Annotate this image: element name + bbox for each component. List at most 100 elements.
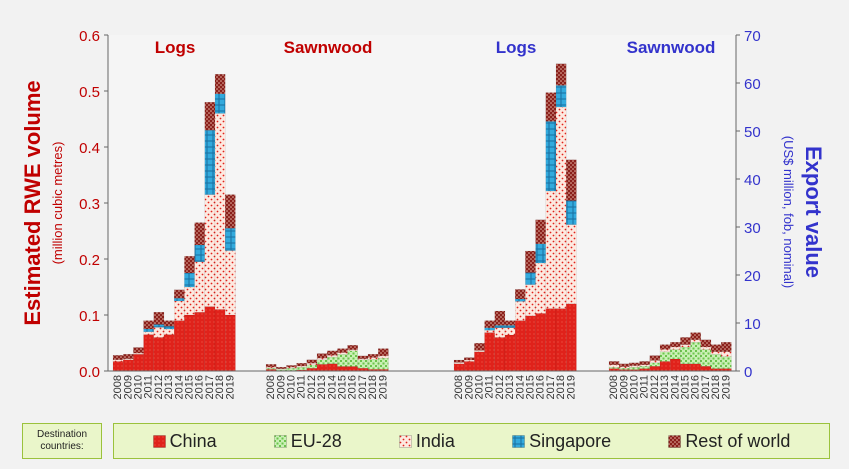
bar-rest-of-world-2018-p0 xyxy=(214,73,226,94)
x-tick-label-2014-p1: 2014 xyxy=(326,375,338,399)
bar-rest-of-world-2011-p0 xyxy=(143,320,155,330)
legend: China EU- xyxy=(113,423,830,459)
left-axis-sublabel: (million cubic metres) xyxy=(50,142,65,265)
bar-singapore-2017-p0 xyxy=(204,129,216,195)
x-tick-label-2015-p2: 2015 xyxy=(525,375,537,399)
bar-rest-of-world-2014-p2 xyxy=(515,289,526,300)
right-tick-label: 50 xyxy=(744,124,761,141)
right-tick-label: 20 xyxy=(744,268,761,285)
bar-india-2010-p2 xyxy=(474,350,485,352)
legend-swatch-fill-rest-of-world xyxy=(668,434,682,448)
bar-india-2019-p1 xyxy=(378,355,389,359)
legend-swatch-china xyxy=(152,434,166,448)
x-tick-label-2011-p2: 2011 xyxy=(484,375,496,399)
bar-rest-of-world-2012-p1 xyxy=(306,359,318,364)
x-tick-label-2016-p0: 2016 xyxy=(194,375,206,399)
bar-china-2018-p2 xyxy=(555,308,567,372)
right-tick-label: 10 xyxy=(744,316,761,333)
bar-rest-of-world-2018-p1 xyxy=(367,354,379,358)
bar-india-2016-p3 xyxy=(690,339,701,343)
bar-china-2017-p0 xyxy=(204,306,216,372)
bar-rest-of-world-2015-p3 xyxy=(680,337,691,345)
bar-india-2010-p3 xyxy=(629,365,640,368)
bar-china-2014-p2 xyxy=(515,320,526,372)
bar-eu-28-2011-p1 xyxy=(296,366,308,371)
bar-india-2009-p2 xyxy=(464,359,475,362)
bar-china-2013-p0 xyxy=(163,334,175,372)
bar-rest-of-world-2017-p0 xyxy=(204,101,216,131)
bar-eu-28-2019-p3 xyxy=(721,356,732,369)
x-tick-label-2018-p0: 2018 xyxy=(214,375,226,399)
right-tick-label: 30 xyxy=(744,220,761,237)
right-axis-sublabel: (US$ million, fob, nominal) xyxy=(781,136,796,288)
bar-singapore-2019-p2 xyxy=(566,200,577,225)
x-tick-label-2010-p0: 2010 xyxy=(133,375,145,399)
bar-india-2012-p1 xyxy=(306,363,318,366)
bar-india-2017-p0 xyxy=(204,194,216,307)
panel-title-2: Logs xyxy=(496,38,537,57)
bar-india-2017-p3 xyxy=(700,346,712,350)
x-tick-label-2018-p2: 2018 xyxy=(555,375,567,399)
x-tick-label-2017-p2: 2017 xyxy=(545,375,557,399)
bar-rest-of-world-2009-p1 xyxy=(276,366,287,370)
bar-china-2013-p3 xyxy=(659,361,671,372)
bar-rest-of-world-2014-p0 xyxy=(173,289,185,299)
bar-china-2013-p1 xyxy=(316,364,328,372)
bar-rest-of-world-2013-p1 xyxy=(316,353,328,359)
bar-singapore-2011-p0 xyxy=(143,328,155,332)
bar-china-2017-p3 xyxy=(700,366,712,372)
bar-rest-of-world-2010-p2 xyxy=(474,343,485,351)
x-tick-label-2012-p0: 2012 xyxy=(153,375,165,399)
bar-rest-of-world-2016-p1 xyxy=(347,345,359,350)
bar-india-2012-p0 xyxy=(153,327,165,338)
bar-india-2008-p2 xyxy=(453,362,465,364)
x-tick-label-2008-p2: 2008 xyxy=(453,375,465,399)
legend-item-india: India xyxy=(399,431,455,452)
bar-india-2018-p1 xyxy=(367,357,379,360)
bar-eu-28-2009-p3 xyxy=(619,367,630,370)
bar-rest-of-world-2015-p1 xyxy=(337,348,348,353)
bar-rest-of-world-2016-p3 xyxy=(690,332,701,341)
bar-rest-of-world-2014-p1 xyxy=(327,350,338,356)
bar-rest-of-world-2019-p0 xyxy=(224,194,236,229)
bar-china-2012-p0 xyxy=(153,337,165,372)
bar-eu-28-2014-p1 xyxy=(327,356,338,364)
bar-china-2016-p2 xyxy=(535,313,546,372)
x-tick-label-2014-p2: 2014 xyxy=(514,375,526,399)
bar-rest-of-world-2013-p3 xyxy=(659,344,671,350)
x-tick-label-2015-p1: 2015 xyxy=(337,375,349,399)
bar-rest-of-world-2013-p0 xyxy=(163,320,175,327)
x-tick-label-2019-p3: 2019 xyxy=(720,375,732,399)
bar-rest-of-world-2008-p0 xyxy=(112,355,124,360)
bar-rest-of-world-2009-p2 xyxy=(464,357,475,361)
left-tick-label: 0.4 xyxy=(79,140,100,157)
bar-china-2019-p0 xyxy=(224,314,236,372)
legend-item-eu-28: EU-28 xyxy=(273,431,342,452)
x-tick-label-2010-p1: 2010 xyxy=(286,375,298,399)
bar-india-2008-p3 xyxy=(608,364,620,368)
legend-label-china: China xyxy=(169,430,217,451)
panel-title-3: Sawnwood xyxy=(627,38,716,57)
bar-india-2011-p3 xyxy=(639,364,650,367)
x-tick-label-2010-p2: 2010 xyxy=(474,375,486,399)
stacked-bar-chart: Logs Sawnwood Logs Sawnwood 0.0 0.1 0.2 0.3 0.4… xyxy=(20,28,826,399)
bar-eu-28-2010-p3 xyxy=(629,367,640,370)
bar-india-2016-p2 xyxy=(535,262,546,314)
x-tick-label-2009-p2: 2009 xyxy=(463,375,475,399)
x-tick-label-2014-p3: 2014 xyxy=(669,375,681,399)
bar-rest-of-world-2009-p3 xyxy=(619,363,630,367)
bar-rest-of-world-2019-p2 xyxy=(566,159,577,201)
bar-eu-28-2015-p3 xyxy=(680,346,691,364)
legend-label-rest-of-world: Rest of world xyxy=(685,430,791,451)
bar-eu-28-2008-p3 xyxy=(608,367,620,369)
legend-title-line1: Destination xyxy=(36,429,88,440)
bar-rest-of-world-2012-p2 xyxy=(494,310,506,326)
x-tick-label-2015-p0: 2015 xyxy=(184,375,196,399)
bar-india-2019-p2 xyxy=(566,224,577,305)
x-tick-label-2012-p1: 2012 xyxy=(306,375,318,399)
x-tick-label-2018-p1: 2018 xyxy=(367,375,379,399)
bar-singapore-2012-p2 xyxy=(494,325,506,328)
bar-eu-28-2012-p3 xyxy=(649,362,661,367)
bar-china-2009-p0 xyxy=(122,359,134,372)
